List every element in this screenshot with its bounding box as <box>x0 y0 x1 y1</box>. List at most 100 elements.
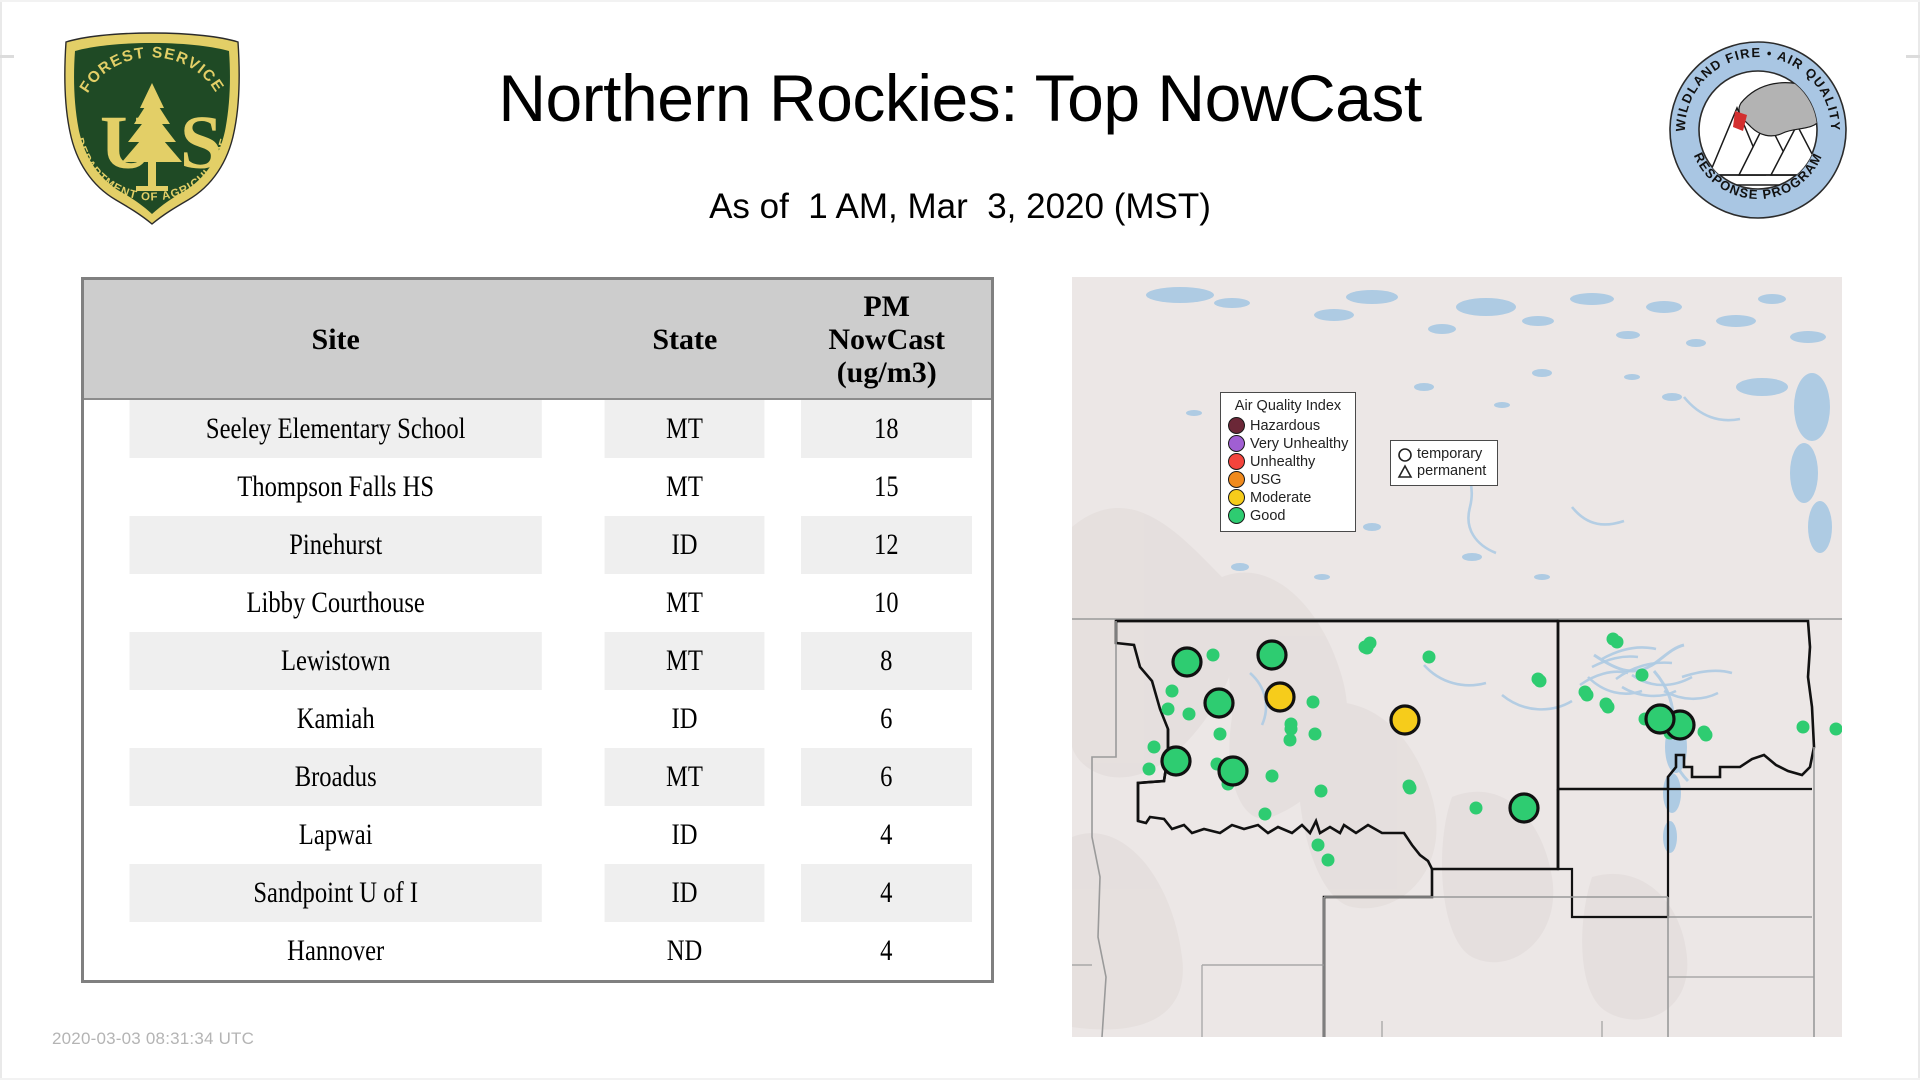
legend-item-good: Good <box>1228 507 1348 524</box>
legend-item-temporary: temporary <box>1397 446 1491 463</box>
legend-label: Good <box>1250 507 1286 524</box>
circle-icon <box>1398 447 1412 462</box>
cell-pm: 15 <box>801 458 973 516</box>
cell-state: ND <box>604 922 765 980</box>
legend-label: Unhealthy <box>1250 453 1316 470</box>
pm-header-line-3: (ug/m3) <box>836 355 937 389</box>
table-row: Sandpoint U of I ID 4 <box>84 864 991 922</box>
legend-item-hazardous: Hazardous <box>1228 417 1348 434</box>
svg-text:S: S <box>180 101 222 185</box>
page-edge-left <box>0 0 2 1080</box>
pm-header-line-2: NowCast <box>828 322 946 356</box>
monitor-markers-layer <box>1142 632 1842 867</box>
table-row: Lapwai ID 4 <box>84 806 991 864</box>
aqi-color-swatch-good <box>1228 507 1245 524</box>
water-bodies <box>1146 287 1832 580</box>
cell-pm: 4 <box>801 806 973 864</box>
cell-pm: 8 <box>801 632 973 690</box>
wildland-fire-air-quality-response-program-logo: WILDLAND FIRE • AIR QUALITY RESPONSE PRO… <box>1663 35 1853 225</box>
cell-pm: 4 <box>801 864 973 922</box>
monitor-marker <box>1508 792 1540 824</box>
monitor-marker <box>1217 755 1249 787</box>
legend-item-moderate: Moderate <box>1228 489 1348 506</box>
monitor-marker <box>1389 704 1421 736</box>
cell-pm: 6 <box>801 690 973 748</box>
table-row: Broadus MT 6 <box>84 748 991 806</box>
cell-state: MT <box>604 458 765 516</box>
legend-item-unhealthy: Unhealthy <box>1228 453 1348 470</box>
legend-label: USG <box>1250 471 1282 488</box>
triangle-icon <box>1397 463 1413 478</box>
table-row: Libby Courthouse MT 10 <box>84 574 991 632</box>
legend-item-very-unhealthy: Very Unhealthy <box>1228 435 1348 452</box>
cell-pm: 4 <box>801 922 973 980</box>
cell-state: ID <box>604 516 765 574</box>
legend-item-permanent: permanent <box>1397 463 1491 480</box>
cell-pm: 18 <box>801 399 973 458</box>
page-notch-left <box>0 55 14 58</box>
small-monitor-dots <box>1142 635 1842 867</box>
monitor-marker <box>1160 745 1192 777</box>
aqi-color-swatch-unhealthy <box>1228 453 1245 470</box>
table-row: Thompson Falls HS MT 15 <box>84 458 991 516</box>
table-body: Seeley Elementary School MT 18 Thompson … <box>84 399 991 980</box>
legend-label: permanent <box>1417 463 1487 479</box>
legend-label: Hazardous <box>1250 417 1321 434</box>
table-row: Pinehurst ID 12 <box>84 516 991 574</box>
cell-site: Seeley Elementary School <box>129 399 543 458</box>
cell-state: ID <box>604 690 765 748</box>
table-row: Hannover ND 4 <box>84 922 991 980</box>
legend-label: Moderate <box>1250 489 1312 506</box>
page-subtitle: As of 1 AM, Mar 3, 2020 (MST) <box>709 187 1211 226</box>
air-quality-monitor-map[interactable]: Air Quality Index Hazardous Very Unhealt… <box>1072 277 1842 1037</box>
cell-site: Broadus <box>129 748 543 806</box>
aqi-color-swatch-hazardous <box>1228 417 1245 434</box>
cell-pm: 12 <box>801 516 973 574</box>
column-header-pm-nowcast: PM NowCast (ug/m3) <box>782 280 991 400</box>
forest-service-shield-logo: FOREST SERVICE DEPARTMENT OF AGRICULTURE… <box>52 28 252 228</box>
page-edge-bottom <box>0 1078 1920 1080</box>
monitor-marker <box>1203 687 1235 719</box>
cell-pm: 10 <box>801 574 973 632</box>
top-site-monitor-dots <box>1160 639 1696 787</box>
page-edge-right <box>1918 0 1920 1080</box>
page-title: Northern Rockies: Top NowCast <box>498 61 1422 135</box>
table-row: Kamiah ID 6 <box>84 690 991 748</box>
monitor-marker <box>1264 681 1296 713</box>
cell-state: MT <box>604 748 765 806</box>
legend-title: Air Quality Index <box>1234 398 1342 414</box>
cell-site: Kamiah <box>129 690 543 748</box>
aqi-color-swatch-moderate <box>1228 489 1245 506</box>
legend-label: Very Unhealthy <box>1250 435 1349 452</box>
page-edge-top <box>0 0 1920 2</box>
air-quality-index-legend: Air Quality Index Hazardous Very Unhealt… <box>1220 392 1356 532</box>
cell-pm: 6 <box>801 748 973 806</box>
cell-site: Thompson Falls HS <box>129 458 543 516</box>
aqi-color-swatch-usg <box>1228 471 1245 488</box>
monitor-marker <box>1256 639 1288 671</box>
aqi-color-swatch-very-unhealthy <box>1228 435 1245 452</box>
cell-state: MT <box>604 574 765 632</box>
monitor-marker <box>1171 646 1203 678</box>
table-header-row: Site State PM NowCast (ug/m3) <box>84 280 991 400</box>
generation-timestamp: 2020-03-03 08:31:34 UTC <box>52 1029 255 1048</box>
monitor-type-legend: temporary permanent <box>1390 440 1498 486</box>
cell-site: Libby Courthouse <box>129 574 543 632</box>
table-row: Lewistown MT 8 <box>84 632 991 690</box>
pm-header-line-1: PM <box>863 289 910 323</box>
cell-state: MT <box>604 399 765 458</box>
cell-site: Sandpoint U of I <box>129 864 543 922</box>
legend-label: temporary <box>1417 446 1483 462</box>
cell-state: ID <box>604 806 765 864</box>
column-header-site: Site <box>84 280 588 400</box>
cell-site: Lapwai <box>129 806 543 864</box>
cell-site: Hannover <box>129 922 543 980</box>
cell-site: Lewistown <box>129 632 543 690</box>
column-header-state: State <box>587 280 783 400</box>
monitor-marker <box>1644 703 1676 735</box>
cell-site: Pinehurst <box>129 516 543 574</box>
cell-state: MT <box>604 632 765 690</box>
table-row: Seeley Elementary School MT 18 <box>84 399 991 458</box>
cell-state: ID <box>604 864 765 922</box>
